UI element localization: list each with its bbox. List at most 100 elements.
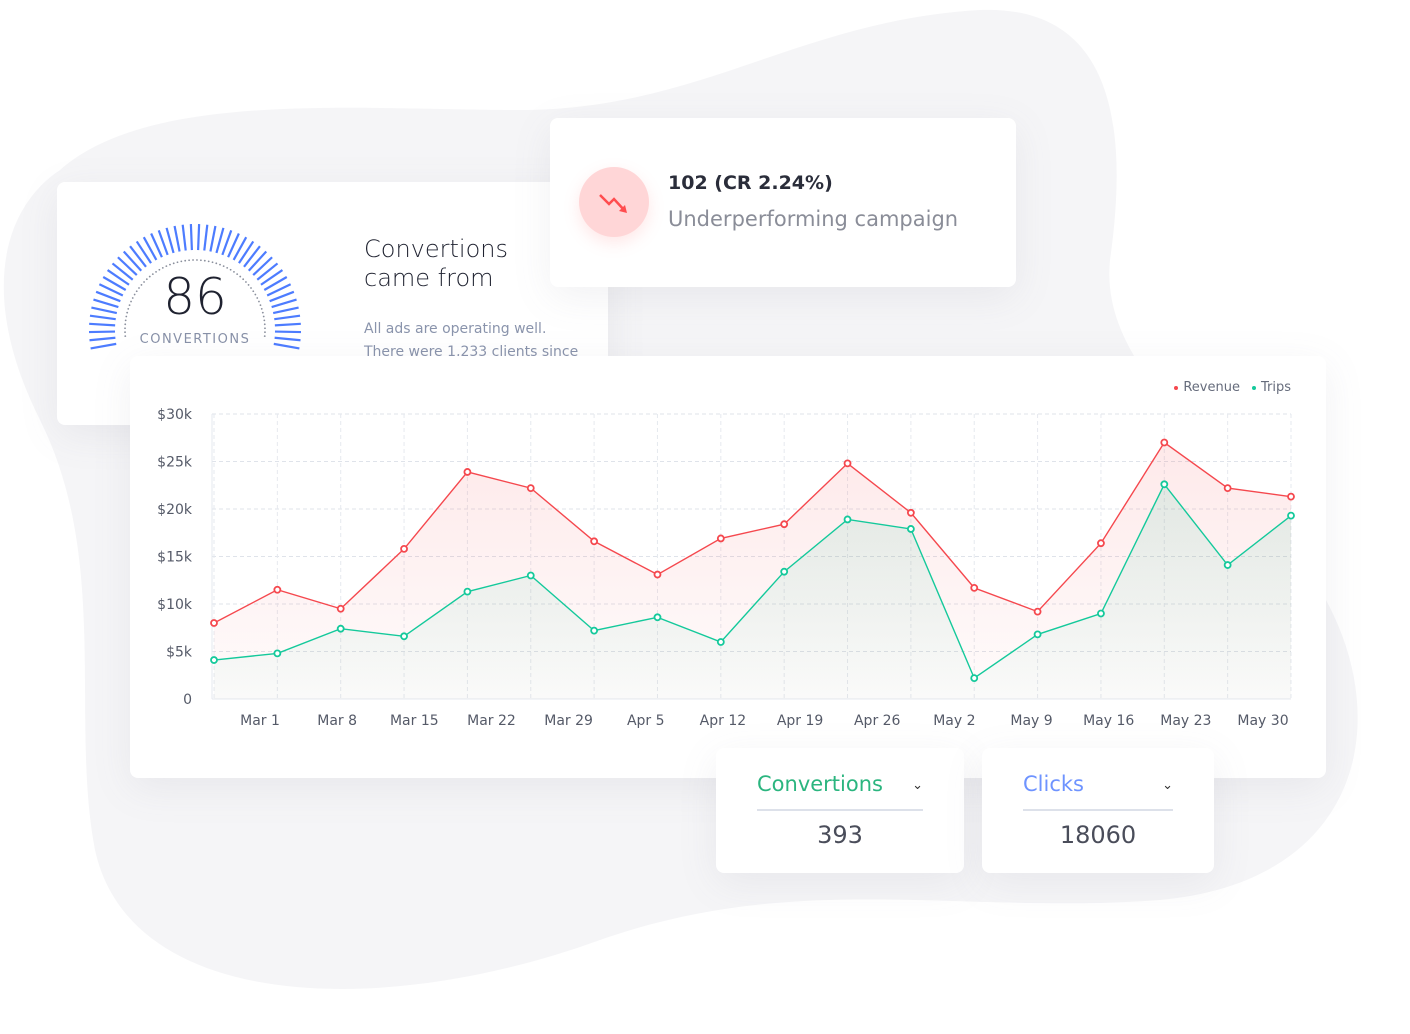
- gauge-dot: [140, 284, 143, 286]
- gauge-tick: [181, 224, 187, 251]
- data-point-revenue: [400, 544, 408, 553]
- gauge-dot: [124, 319, 127, 322]
- data-point-revenue: [336, 604, 345, 613]
- x-tick-label: Mar 8: [317, 713, 357, 729]
- gauge-dot: [236, 273, 239, 276]
- gauge-tick: [271, 298, 297, 309]
- gauge-dot: [143, 281, 145, 283]
- gauge-tick: [91, 306, 118, 315]
- gauge-dot: [203, 259, 206, 262]
- gauge-tick: [189, 224, 193, 251]
- gauge-dot: [211, 261, 214, 264]
- data-point-trips: [1033, 630, 1042, 639]
- legend-label: Revenue: [1183, 380, 1240, 395]
- conversions-dropdown[interactable]: Convertions ⌄: [757, 772, 923, 811]
- data-point-trips: [716, 638, 725, 646]
- conversions-title: Convertions came from: [364, 235, 508, 293]
- chevron-down-icon[interactable]: ⌄: [1162, 778, 1173, 793]
- series-line-trips: [213, 482, 1292, 680]
- gauge-tick: [106, 269, 130, 286]
- gauge-tick: [232, 236, 248, 261]
- gauge-dot: [229, 268, 232, 271]
- line-chart: 0 $5k $10k $15k $20k $25k $30k Mar 1 Mar 8 Mar 15…: [157, 407, 1295, 729]
- data-point-revenue: [843, 459, 852, 468]
- gauge-tick: [247, 250, 268, 272]
- gauge-tick: [266, 283, 292, 297]
- y-tick-label: $5k: [166, 645, 193, 661]
- gauge-dot: [222, 265, 225, 268]
- dropdown-label: Convertions: [757, 772, 883, 796]
- gauge-dot: [233, 270, 235, 273]
- gauge-tick: [89, 322, 116, 327]
- legend-item-revenue[interactable]: Revenue: [1174, 380, 1240, 395]
- gauge-dot: [131, 297, 134, 299]
- data-point-revenue: [210, 619, 218, 627]
- gauge-tick: [142, 236, 158, 261]
- gauge-dot: [207, 260, 210, 263]
- chart-card: 0 $5k $10k $15k $20k $25k $30k Mar 1 Mar 8 Mar 15…: [130, 356, 1326, 778]
- gauge-dot: [242, 278, 245, 281]
- gauge-tick: [227, 233, 240, 258]
- gauge-dot: [126, 311, 129, 314]
- legend-label: Trips: [1260, 380, 1291, 395]
- legend-dot: [1174, 385, 1179, 390]
- gauge-tick: [221, 230, 233, 256]
- desc-line: All ads are operating well.: [364, 321, 547, 337]
- gauge-dot: [127, 308, 130, 310]
- gauge-dot: [192, 259, 194, 261]
- y-tick-label: $30k: [157, 407, 193, 423]
- gauge-tick: [89, 314, 116, 321]
- gauge-ticks: [88, 224, 302, 350]
- x-tick-label: Apr 19: [777, 713, 823, 729]
- x-tick-label: Mar 22: [467, 713, 516, 729]
- gauge-tick: [88, 330, 116, 334]
- gauge-dot: [196, 259, 198, 261]
- gauge-dot: [199, 259, 202, 262]
- x-tick-label: May 23: [1160, 713, 1211, 729]
- gauge-dot: [130, 300, 132, 303]
- x-tick-label: Mar 29: [544, 713, 593, 729]
- data-point-trips: [906, 525, 915, 533]
- alert-subtitle: Underperforming campaign: [668, 207, 959, 231]
- gauge-dot: [261, 311, 264, 314]
- x-tick-label: Apr 12: [700, 713, 746, 729]
- gauge-tick: [274, 322, 301, 327]
- gauge-tick: [111, 262, 134, 281]
- gauge-dot: [155, 270, 157, 273]
- gauge-dot: [148, 275, 151, 278]
- trend-down-icon: [579, 167, 649, 237]
- y-tick-label: 0: [183, 692, 192, 708]
- gauge-tick: [243, 245, 261, 268]
- gauge-dot: [125, 315, 128, 318]
- data-point-revenue: [463, 468, 472, 476]
- data-point-trips: [843, 515, 852, 524]
- gauge-tick: [135, 240, 152, 264]
- legend-dot: [1251, 385, 1256, 390]
- gauge-dot: [226, 266, 229, 269]
- data-point-trips: [780, 567, 789, 576]
- gauge-tick: [89, 336, 116, 342]
- gauge-dot: [258, 300, 260, 303]
- gauge-dot: [259, 304, 262, 307]
- data-point-revenue: [1097, 539, 1105, 548]
- x-tick-label: May 30: [1237, 713, 1288, 729]
- clicks-dropdown[interactable]: Clicks ⌄: [1023, 772, 1173, 811]
- gauge-tick: [197, 224, 201, 251]
- gauge-dot: [247, 284, 250, 286]
- chevron-down-icon[interactable]: ⌄: [912, 778, 923, 793]
- legend-item-trips[interactable]: Trips: [1251, 380, 1291, 395]
- gauge-dot: [138, 287, 140, 289]
- data-point-revenue: [1160, 438, 1169, 447]
- gauge-dot: [165, 265, 168, 268]
- gauge-dot: [252, 290, 255, 293]
- gauge-dot: [250, 287, 252, 289]
- gauge-tick: [209, 225, 217, 252]
- x-tick-label: May 2: [933, 713, 975, 729]
- gauge-tick: [274, 314, 301, 321]
- gauge-label: CONVERTIONS: [139, 332, 251, 347]
- gauge-tick: [238, 240, 255, 264]
- gauge-tick: [129, 245, 147, 268]
- gauge-tick: [102, 276, 127, 291]
- conversions-dropdown-card: Convertions ⌄ 393: [716, 748, 964, 873]
- data-point-revenue: [526, 484, 535, 493]
